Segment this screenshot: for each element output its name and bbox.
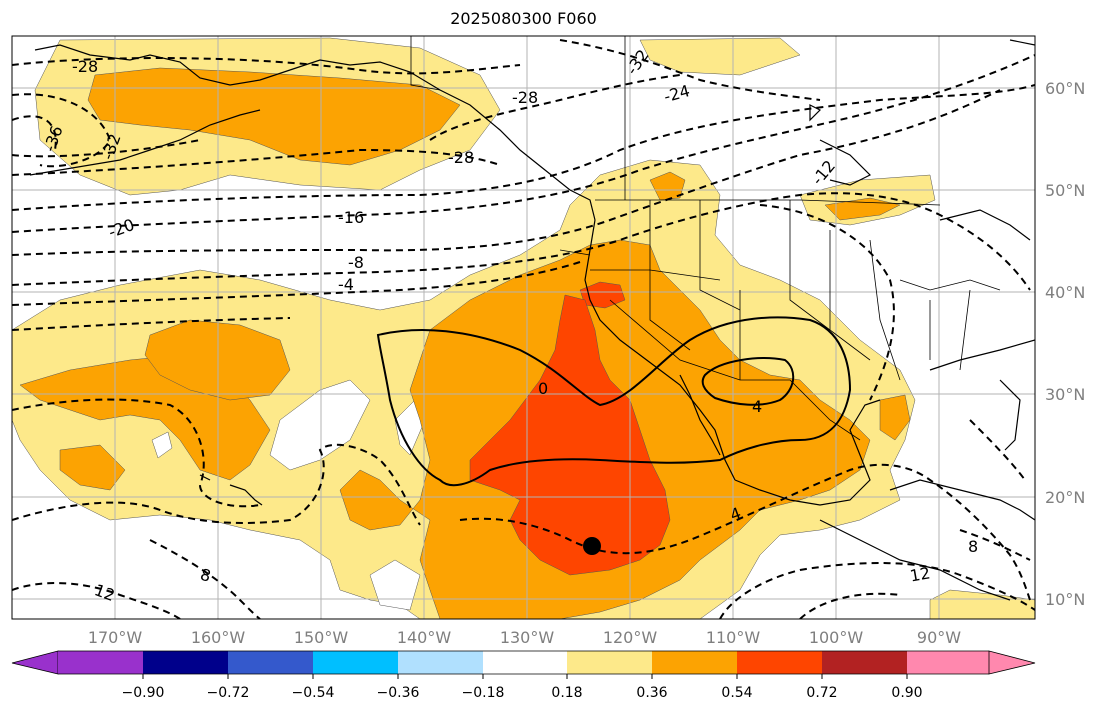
colorbar-tick-label: −0.18 bbox=[462, 685, 505, 701]
map-panel bbox=[12, 36, 1035, 619]
contour-label: -4 bbox=[338, 275, 354, 294]
colorbar-tick-label: 0.36 bbox=[636, 685, 667, 701]
colorbar-tick-label: −0.72 bbox=[207, 685, 250, 701]
colorbar-tick-label: −0.54 bbox=[292, 685, 335, 701]
contours-solid bbox=[376, 316, 852, 487]
lon-label-120w: 120°W bbox=[603, 628, 658, 647]
lon-label-110w: 110°W bbox=[706, 628, 761, 647]
longitude-labels: 170°W 160°W 150°W 140°W 130°W 120°W 110°… bbox=[88, 628, 961, 647]
contour-label: 0 bbox=[538, 379, 548, 398]
shading-holes bbox=[151, 379, 426, 611]
lon-label-170w: 170°W bbox=[88, 628, 143, 647]
colorbar-extend-high bbox=[988, 650, 1036, 675]
latitude-labels: 60°N 50°N 40°N 30°N 20°N 10°N bbox=[1045, 79, 1085, 609]
contour-label: -16 bbox=[338, 208, 364, 227]
lat-label-20n: 20°N bbox=[1045, 488, 1085, 507]
colorbar-tick-label: −0.90 bbox=[122, 685, 165, 701]
lon-label-140w: 140°W bbox=[397, 628, 452, 647]
political-borders bbox=[410, 36, 1001, 441]
lat-label-40n: 40°N bbox=[1045, 283, 1085, 302]
colorbar-swatch bbox=[652, 651, 738, 674]
colorbar-tick-label: −0.36 bbox=[377, 685, 420, 701]
contours-dashed bbox=[12, 39, 1035, 619]
lat-label-30n: 30°N bbox=[1045, 385, 1085, 404]
colorbar-tick-label: 0.18 bbox=[551, 685, 582, 701]
contour-label: -28 bbox=[448, 148, 474, 167]
colorbar-tick-label: 0.72 bbox=[806, 685, 837, 701]
colorbar-tick-label: 0.54 bbox=[721, 685, 752, 701]
colorbar-swatch bbox=[737, 651, 823, 674]
lon-label-100w: 100°W bbox=[809, 628, 864, 647]
colorbar-swatch bbox=[483, 651, 569, 674]
lon-label-90w: 90°W bbox=[917, 628, 961, 647]
map-gridlines bbox=[12, 36, 1035, 619]
colorbar-swatch bbox=[313, 651, 399, 674]
colorbar-swatch bbox=[143, 651, 229, 674]
contour-label: -28 bbox=[512, 88, 538, 107]
storm-center-dot bbox=[583, 537, 601, 555]
map-title: 2025080300 F060 bbox=[450, 9, 597, 28]
contour-label: -28 bbox=[72, 57, 98, 76]
lon-label-160w: 160°W bbox=[191, 628, 246, 647]
colorbar: −0.90 −0.72 −0.54 −0.36 −0.18 0.18 0.36 … bbox=[11, 650, 1036, 701]
lat-label-60n: 60°N bbox=[1045, 79, 1085, 98]
colorbar-extend-low bbox=[11, 650, 59, 675]
colorbar-tick-label: 0.90 bbox=[891, 685, 922, 701]
colorbar-swatch bbox=[822, 651, 908, 674]
lat-label-50n: 50°N bbox=[1045, 181, 1085, 200]
contour-label: -8 bbox=[348, 253, 364, 272]
contour-label: 8 bbox=[198, 565, 213, 586]
map-frame bbox=[11, 35, 1036, 620]
colorbar-swatch bbox=[228, 651, 314, 674]
lon-label-150w: 150°W bbox=[294, 628, 349, 647]
colorbar-swatch bbox=[58, 651, 144, 674]
lon-label-130w: 130°W bbox=[500, 628, 555, 647]
contour-label: 12 bbox=[908, 563, 931, 585]
contour-label: 4 bbox=[752, 397, 762, 416]
colorbar-swatch bbox=[907, 651, 989, 674]
contour-label: 8 bbox=[968, 537, 978, 556]
colorbar-swatch bbox=[567, 651, 653, 674]
lat-label-10n: 10°N bbox=[1045, 590, 1085, 609]
colorbar-swatch bbox=[398, 651, 484, 674]
